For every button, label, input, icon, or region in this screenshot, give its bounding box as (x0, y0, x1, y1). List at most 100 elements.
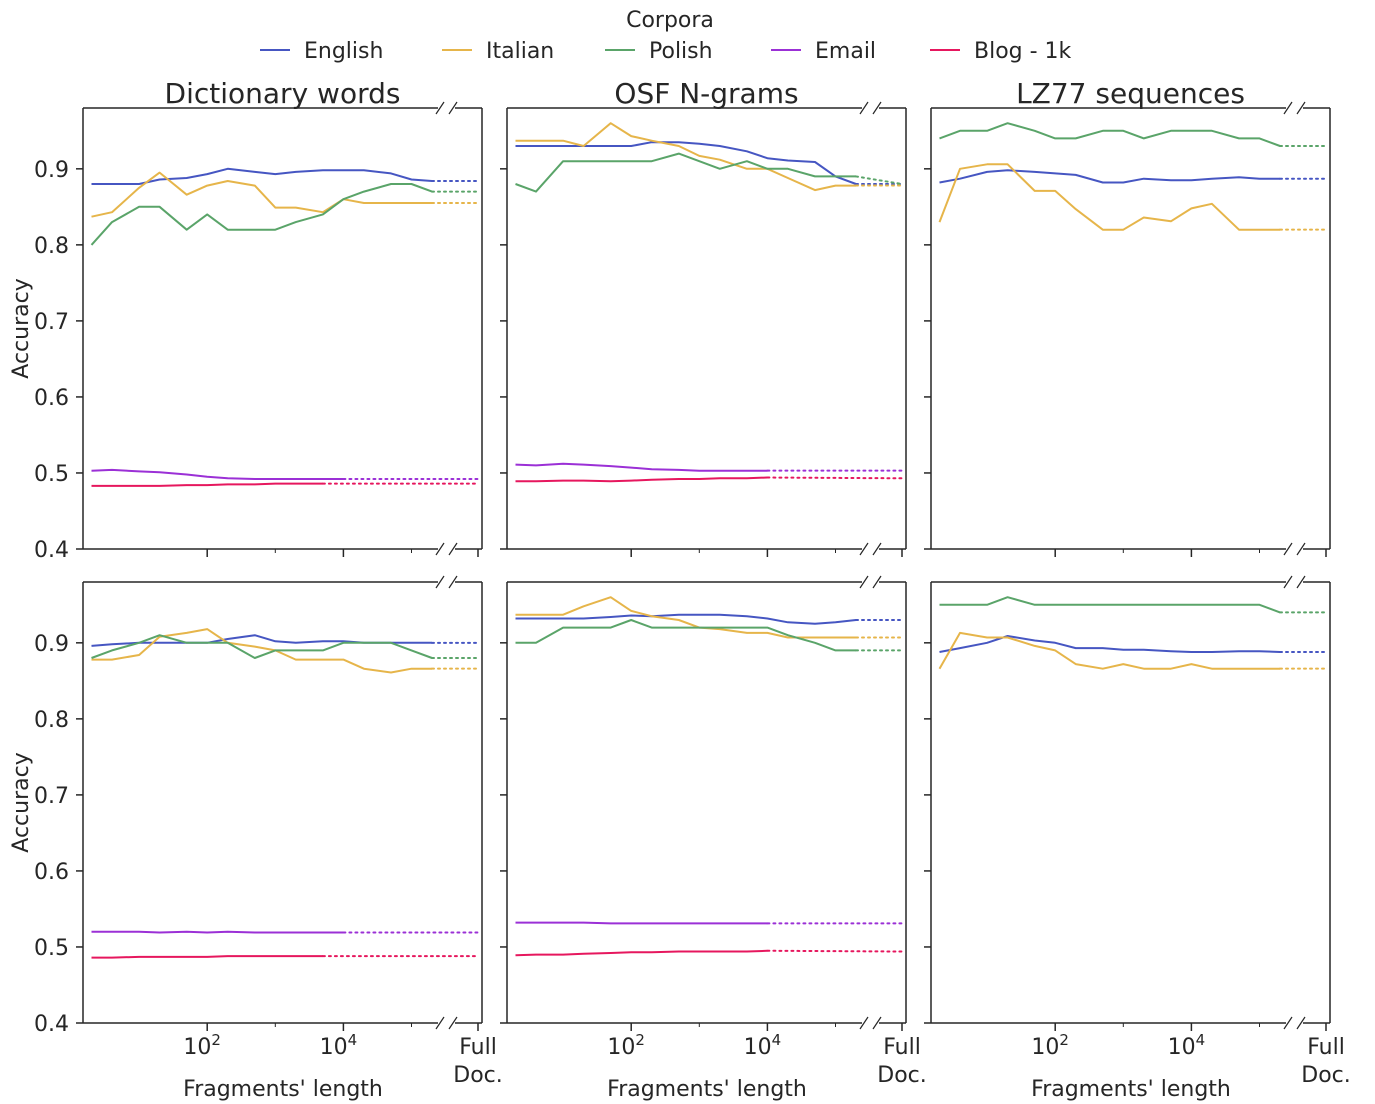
legend: Corpora English Italian Polish Email Blog - … (260, 8, 1072, 64)
series-line-blog-1k (515, 949, 768, 957)
series-blog-1k (91, 955, 479, 959)
x-tick-label-full: Full (459, 1035, 497, 1060)
y-tick-label: 0.7 (34, 310, 69, 335)
axis-break-mark (1283, 542, 1293, 556)
axis-break-mark (1296, 575, 1306, 589)
axis-break-mark (435, 575, 445, 589)
axis-break-mark (1296, 1016, 1306, 1030)
axis-break-mark (872, 542, 882, 556)
series-line-email (91, 468, 344, 480)
legend-entry-email: Email (771, 39, 876, 64)
legend-title: Corpora (626, 8, 714, 33)
series-line-blog-1k (515, 476, 768, 483)
axis-break-mark (448, 101, 458, 115)
axis-break-mark (435, 101, 445, 115)
x-tick-label-full: Full (1307, 1035, 1345, 1060)
y-axis-label: Accuracy (9, 752, 34, 852)
series-italian (91, 628, 479, 674)
axis-break-mark (448, 1016, 458, 1030)
series-polish (90, 183, 479, 246)
series-line-english (515, 141, 857, 185)
axis-break-mark (448, 542, 458, 556)
series-line-email (91, 930, 344, 934)
x-axis-label: Fragments' length (1031, 1077, 1231, 1102)
series-line-italian (91, 628, 432, 674)
y-tick-label: 0.4 (34, 1012, 69, 1037)
legend-entry-italian: Italian (442, 39, 554, 64)
axis-break-mark (872, 575, 882, 589)
panel-r1-c1: 0.4 0.5 0.6 0.7 0.8 0.9 Dictionary words Accura… (9, 77, 483, 563)
series-english (515, 141, 903, 186)
series-english (515, 613, 903, 625)
y-tick-label: 0.6 (34, 386, 69, 411)
y-tick-label: 0.8 (34, 708, 69, 733)
axis-break-mark (1283, 575, 1293, 589)
series-polish (515, 619, 903, 652)
x-tick-label: 104 (320, 1031, 358, 1060)
series-line-email (515, 921, 768, 925)
series-email (91, 930, 479, 934)
y-tick-label: 0.9 (34, 632, 69, 657)
series-line-polish (90, 183, 433, 246)
full-doc-line-blog-1k (766, 949, 903, 953)
legend-label-blog-1k: Blog - 1k (974, 39, 1072, 64)
series-polish (939, 596, 1327, 614)
panel-title: LZ77 sequences (1016, 77, 1245, 110)
axis-break-mark (1296, 542, 1306, 556)
series-line-english (939, 169, 1280, 184)
series-line-italian (938, 631, 1280, 670)
axis-break-mark (859, 101, 869, 115)
x-tick-label: 104 (1168, 1031, 1206, 1060)
series-line-polish (515, 152, 856, 193)
series-line-polish (939, 122, 1281, 147)
x-tick-label: 102 (1031, 1031, 1069, 1060)
panel-r1-c3: LZ77 sequences (924, 77, 1331, 557)
legend-label-english: English (304, 39, 383, 64)
series-email (515, 921, 903, 925)
full-doc-line-polish (855, 175, 903, 186)
x-axis-label: Fragments' length (607, 1077, 807, 1102)
series-line-email (515, 462, 768, 472)
series-blog-1k (91, 482, 479, 487)
series-english (91, 167, 479, 185)
y-tick-label: 0.5 (34, 936, 69, 961)
axis-break-mark (435, 1016, 445, 1030)
axis-break-mark (1283, 1016, 1293, 1030)
series-line-polish (939, 596, 1281, 614)
axis-break-mark (859, 575, 869, 589)
x-tick-label-doc: Doc. (1301, 1063, 1351, 1088)
axis-break-mark (435, 542, 445, 556)
panels: 0.4 0.5 0.6 0.7 0.8 0.9 Dictionary words Accura… (9, 77, 1351, 1102)
legend-label-email: Email (815, 39, 876, 64)
legend-entry-english: English (260, 39, 383, 64)
series-blog-1k (515, 476, 903, 483)
full-doc-line-blog-1k (766, 476, 903, 480)
series-italian (938, 163, 1327, 231)
x-tick-label: 104 (744, 1031, 782, 1060)
series-line-italian (91, 171, 432, 218)
legend-entry-polish: Polish (605, 39, 713, 64)
series-italian (515, 596, 903, 639)
series-line-english (91, 167, 433, 185)
series-line-italian (515, 122, 856, 192)
series-english (939, 635, 1327, 653)
axis-break-mark (872, 1016, 882, 1030)
x-tick-label: 102 (607, 1031, 645, 1060)
series-line-italian (515, 596, 856, 639)
x-tick-label-doc: Doc. (877, 1063, 927, 1088)
series-italian (91, 171, 479, 218)
x-tick-label-full: Full (883, 1035, 921, 1060)
series-english (939, 169, 1327, 184)
panel-r2-c1: 0.4 0.5 0.6 0.7 0.8 0.9 102 104 Full Doc. Accuracy… (9, 575, 503, 1102)
x-axis-label: Fragments' length (183, 1077, 383, 1102)
y-tick-label: 0.5 (34, 462, 69, 487)
axis-break-mark (872, 101, 882, 115)
axis-break-mark (1296, 101, 1306, 115)
series-email (515, 462, 903, 472)
series-line-italian (938, 163, 1280, 231)
axis-break-mark (859, 1016, 869, 1030)
y-tick-label: 0.6 (34, 860, 69, 885)
series-polish (939, 122, 1327, 148)
series-polish (515, 152, 903, 193)
